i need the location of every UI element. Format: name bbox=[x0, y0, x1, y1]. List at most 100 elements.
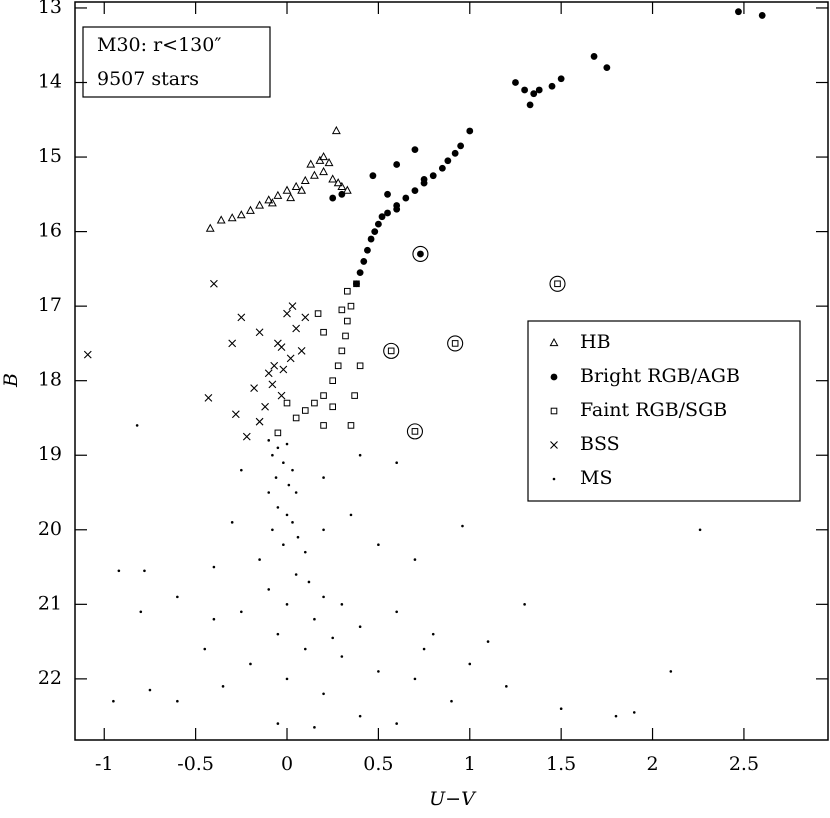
highlight-ring bbox=[412, 245, 429, 263]
data-point bbox=[240, 610, 243, 614]
y-tick-label: 16 bbox=[38, 220, 62, 242]
data-point bbox=[230, 521, 234, 524]
data-point bbox=[303, 647, 307, 651]
data-point bbox=[384, 190, 391, 198]
legend-symbol bbox=[550, 373, 558, 381]
data-point bbox=[349, 513, 353, 517]
data-point bbox=[374, 220, 382, 228]
data-point bbox=[294, 573, 298, 576]
data-point bbox=[274, 429, 282, 437]
data-point bbox=[83, 350, 92, 359]
data-point bbox=[347, 422, 355, 429]
data-point bbox=[276, 632, 280, 636]
data-point bbox=[212, 617, 216, 621]
x-axis-title: U−V bbox=[429, 788, 477, 810]
data-point bbox=[135, 424, 139, 427]
x-tick-label: 1 bbox=[464, 753, 476, 775]
data-point bbox=[347, 302, 355, 310]
data-point bbox=[377, 543, 380, 546]
data-point bbox=[320, 328, 327, 336]
data-point bbox=[307, 580, 311, 584]
data-point bbox=[342, 332, 349, 340]
x-tick-label: -1 bbox=[95, 753, 114, 775]
data-point bbox=[309, 170, 319, 179]
data-point bbox=[353, 280, 360, 288]
data-point bbox=[264, 195, 274, 204]
data-point bbox=[216, 215, 226, 224]
data-point bbox=[271, 528, 274, 532]
data-point bbox=[320, 422, 327, 429]
data-point bbox=[420, 176, 428, 183]
data-point bbox=[422, 647, 426, 651]
data-point bbox=[367, 235, 375, 243]
legend-box bbox=[527, 320, 801, 502]
data-point bbox=[282, 185, 292, 194]
data-point bbox=[300, 175, 310, 185]
legend-label: Faint RGB/SGB bbox=[580, 399, 727, 421]
data-point bbox=[338, 306, 346, 314]
data-point bbox=[322, 476, 325, 479]
data-point bbox=[210, 279, 218, 288]
data-point bbox=[338, 190, 346, 198]
data-point bbox=[505, 685, 508, 688]
data-point bbox=[353, 280, 360, 288]
data-point bbox=[393, 161, 401, 168]
data-point bbox=[395, 722, 398, 725]
data-point bbox=[283, 399, 291, 407]
data-point bbox=[344, 287, 351, 295]
data-point bbox=[117, 569, 121, 573]
data-point bbox=[240, 468, 243, 472]
data-point bbox=[294, 491, 298, 494]
legend-symbol bbox=[550, 407, 558, 415]
data-point bbox=[255, 417, 264, 426]
x-tick-label: 0.5 bbox=[363, 753, 393, 775]
data-point bbox=[461, 524, 464, 528]
data-point bbox=[331, 125, 341, 135]
y-axis-title: B bbox=[0, 373, 22, 388]
data-point bbox=[250, 384, 259, 393]
data-point bbox=[535, 86, 543, 94]
data-point bbox=[276, 722, 280, 725]
data-point bbox=[273, 190, 283, 199]
data-point bbox=[313, 726, 316, 729]
data-point bbox=[221, 685, 225, 688]
data-point bbox=[267, 198, 277, 207]
data-point bbox=[306, 159, 316, 168]
data-point bbox=[526, 101, 534, 109]
data-point bbox=[530, 90, 538, 98]
data-point bbox=[632, 711, 636, 714]
data-point bbox=[329, 403, 337, 411]
data-point bbox=[329, 377, 337, 384]
data-point bbox=[292, 414, 300, 422]
data-point bbox=[139, 610, 143, 614]
data-point bbox=[334, 362, 342, 370]
data-point bbox=[176, 699, 179, 703]
data-point bbox=[329, 194, 337, 202]
data-point bbox=[204, 393, 213, 402]
data-point bbox=[277, 391, 286, 400]
data-point bbox=[735, 8, 742, 16]
data-point bbox=[371, 228, 379, 236]
data-point bbox=[303, 550, 307, 554]
data-point bbox=[554, 280, 561, 288]
data-point bbox=[523, 603, 526, 606]
data-point bbox=[324, 157, 334, 167]
data-point bbox=[486, 640, 490, 643]
data-point bbox=[369, 172, 377, 180]
data-point bbox=[314, 310, 322, 317]
data-point bbox=[236, 210, 246, 219]
data-point bbox=[285, 603, 289, 606]
data-point bbox=[444, 157, 452, 165]
data-point bbox=[258, 558, 261, 561]
x-tick-label: 0 bbox=[281, 753, 293, 775]
y-tick-label: 20 bbox=[38, 518, 62, 540]
legend-label: Bright RGB/AGB bbox=[580, 365, 740, 387]
data-point bbox=[301, 407, 309, 414]
legend-label: MS bbox=[580, 467, 612, 489]
data-point bbox=[358, 625, 362, 628]
data-point bbox=[438, 164, 446, 172]
data-point bbox=[521, 86, 529, 94]
data-point bbox=[264, 369, 273, 378]
data-point bbox=[431, 632, 435, 636]
legend-symbol bbox=[549, 337, 559, 347]
